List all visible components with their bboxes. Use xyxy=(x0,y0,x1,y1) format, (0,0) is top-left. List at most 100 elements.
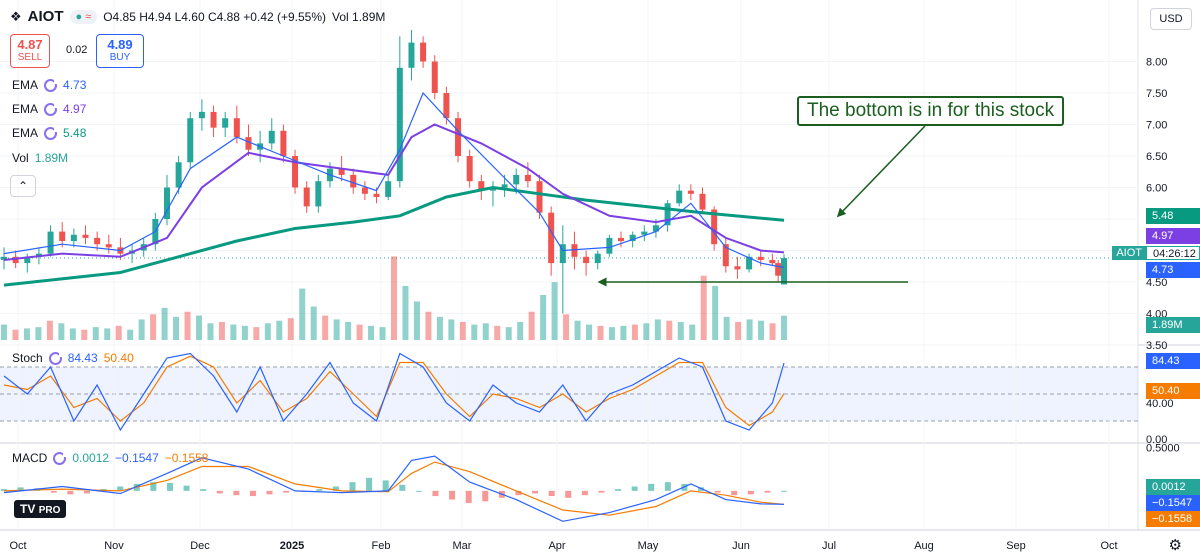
currency-label: USD xyxy=(1159,13,1183,25)
time-tick-label: Dec xyxy=(190,540,210,552)
volume-bar xyxy=(689,324,696,340)
macd-histogram-bar xyxy=(150,482,157,491)
stoch-tick-label: 0.00 xyxy=(1146,434,1167,446)
volume-bar xyxy=(436,316,443,340)
legend-ema200[interactable]: EMA 5.48 xyxy=(12,126,86,140)
stoch-settings-icon[interactable] xyxy=(48,351,63,365)
macd-settings-icon[interactable] xyxy=(53,451,68,465)
volume-bar xyxy=(23,328,30,340)
macd-histogram-bar xyxy=(283,490,290,493)
ema200-value: 5.48 xyxy=(63,126,87,140)
candle-body xyxy=(583,256,590,264)
macd-histogram-bar xyxy=(200,489,207,491)
volume-bar xyxy=(425,311,432,340)
macd-histogram-bar xyxy=(482,490,489,502)
candle-body xyxy=(59,231,66,242)
candle-body xyxy=(769,259,776,264)
volume-bar xyxy=(608,327,615,340)
price-tick-label: 3.50 xyxy=(1146,340,1167,352)
stoch-d-line xyxy=(3,355,785,427)
symbol-name[interactable]: AIOT xyxy=(27,8,64,25)
legend-ema50[interactable]: EMA 4.97 xyxy=(12,102,86,116)
ema50-value: 4.97 xyxy=(63,102,87,116)
price-tick-label: 7.00 xyxy=(1146,120,1167,132)
time-tick-label: Sep xyxy=(1006,540,1026,552)
macd-histogram-bar xyxy=(664,482,671,491)
volume-bar xyxy=(781,315,787,340)
sell-label: SELL xyxy=(17,52,43,63)
legend-volume[interactable]: Vol 1.89M xyxy=(12,151,68,165)
volume-bar xyxy=(207,323,214,340)
macd-line xyxy=(3,455,785,522)
macd-histogram-bar xyxy=(532,490,539,494)
macd-histogram-bar xyxy=(216,490,223,494)
candle-body xyxy=(210,111,217,128)
ema50-settings-icon[interactable] xyxy=(44,102,59,116)
volume-bar xyxy=(161,307,168,340)
volume-bar xyxy=(368,325,375,340)
candle-body xyxy=(420,42,427,62)
volume-bar xyxy=(81,329,88,340)
buy-button[interactable]: 4.89 BUY xyxy=(96,34,144,68)
volume-bar xyxy=(735,322,742,340)
candle-body xyxy=(187,118,194,163)
ema20-line xyxy=(3,91,785,269)
macd-histogram-bar xyxy=(183,485,190,491)
symbol-icon: ❖ xyxy=(10,8,22,24)
stoch-label: Stoch xyxy=(12,351,43,365)
candle-body xyxy=(711,209,718,245)
volume-bar xyxy=(413,301,420,340)
countdown-tag: 04:26:12 xyxy=(1146,246,1200,260)
status-pill[interactable]: ● ≈ xyxy=(69,9,98,24)
candle-body xyxy=(524,174,531,182)
candle-body xyxy=(222,118,229,128)
time-tick-label: Jul xyxy=(822,540,836,552)
collapse-legend-button[interactable]: ⌃ xyxy=(10,175,36,197)
volume-bar xyxy=(482,323,489,340)
chart-settings-button[interactable]: ⚙ xyxy=(1168,537,1182,554)
tradingview-logo[interactable]: TV PRO xyxy=(14,500,67,518)
macd-histogram-bar xyxy=(648,483,655,491)
candle-body xyxy=(315,181,322,207)
volume-bar xyxy=(528,311,535,340)
currency-selector[interactable]: USD xyxy=(1150,8,1192,30)
macd-histogram-bar xyxy=(598,490,605,493)
macd-histogram-bar xyxy=(382,480,389,491)
legend-stoch[interactable]: Stoch 84.43 50.40 xyxy=(12,351,134,365)
stoch-d-value: 50.40 xyxy=(103,351,134,365)
annotation-arrow-diagonal[interactable] xyxy=(836,125,926,218)
candle-body xyxy=(105,244,112,248)
macd-histogram-bar xyxy=(249,490,256,497)
volume-bar xyxy=(310,306,317,340)
volume-bar xyxy=(391,256,397,340)
macd-histogram-bar xyxy=(166,483,173,491)
volume-bar xyxy=(631,324,638,340)
ema200-settings-icon[interactable] xyxy=(44,126,59,140)
legend-ema20[interactable]: EMA 4.73 xyxy=(12,78,86,92)
stoch-k-line xyxy=(3,352,785,432)
ema20-settings-icon[interactable] xyxy=(44,78,59,92)
time-tick-label: Feb xyxy=(372,540,391,552)
candle-body xyxy=(757,256,764,260)
volume-bar xyxy=(92,327,99,340)
volume-bar xyxy=(46,320,53,340)
candle-body xyxy=(245,137,252,150)
candle-body xyxy=(664,203,671,226)
sell-button[interactable]: 4.87 SELL xyxy=(10,34,50,68)
legend-macd[interactable]: MACD 0.0012 −0.1547 −0.1558 xyxy=(12,451,208,465)
macd-histogram-bar xyxy=(432,490,439,497)
volume-bar xyxy=(104,328,111,340)
volume-bar xyxy=(276,320,283,340)
volume-bar xyxy=(494,325,501,340)
volume-bar xyxy=(356,324,363,340)
macd-label: MACD xyxy=(12,451,48,465)
stoch-k-tag: 84.43 xyxy=(1146,353,1200,369)
candle-body xyxy=(292,156,299,188)
candle-body xyxy=(478,181,485,191)
candle-body xyxy=(385,181,392,197)
macd-histogram-bar xyxy=(17,487,24,491)
volume-readout: Vol 1.89M xyxy=(332,9,386,24)
volume-bar xyxy=(58,323,65,340)
annotation-callout[interactable]: The bottom is in for this stock xyxy=(797,96,1065,126)
